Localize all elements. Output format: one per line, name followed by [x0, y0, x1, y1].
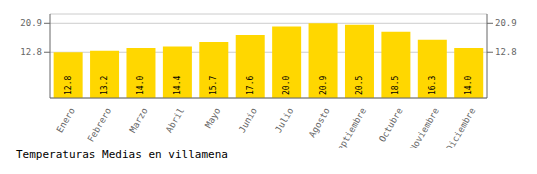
svg-text:Abril: Abril [164, 106, 186, 134]
svg-text:Diciembre: Diciembre [444, 106, 477, 148]
svg-text:12.8: 12.8 [20, 47, 42, 57]
svg-text:20.9: 20.9 [495, 18, 517, 28]
svg-text:20.9: 20.9 [20, 18, 42, 28]
html-text:Temperaturas Medias en villame: Temperaturas Medias en villamena [16, 148, 228, 161]
svg-text:Noviembre: Noviembre [408, 106, 441, 148]
svg-text:17.6: 17.6 [246, 76, 255, 95]
svg-text:13.2: 13.2 [100, 76, 109, 95]
svg-text:Mayo: Mayo [203, 106, 223, 130]
svg-text:15.7: 15.7 [209, 76, 218, 95]
svg-text:20.0: 20.0 [282, 76, 291, 95]
svg-text:20.5: 20.5 [355, 76, 364, 95]
svg-text:Marzo: Marzo [127, 106, 149, 134]
svg-text:Agosto: Agosto [307, 106, 332, 139]
svg-text:12.8: 12.8 [495, 47, 517, 57]
svg-text:Febrero: Febrero [86, 106, 114, 144]
svg-text:16.3: 16.3 [428, 76, 437, 95]
svg-text:Julio: Julio [273, 106, 295, 134]
svg-text:Octubre: Octubre [377, 106, 405, 144]
svg-text:18.5: 18.5 [391, 76, 400, 95]
svg-text:14.0: 14.0 [464, 76, 473, 95]
svg-text:14.0: 14.0 [136, 76, 145, 95]
svg-text:14.4: 14.4 [173, 76, 182, 95]
svg-text:12.8: 12.8 [64, 76, 73, 95]
svg-text:20.9: 20.9 [319, 76, 328, 95]
svg-text:Enero: Enero [55, 106, 77, 134]
svg-text:Septiembre: Septiembre [332, 106, 368, 148]
svg-text:Junio: Junio [237, 106, 259, 134]
